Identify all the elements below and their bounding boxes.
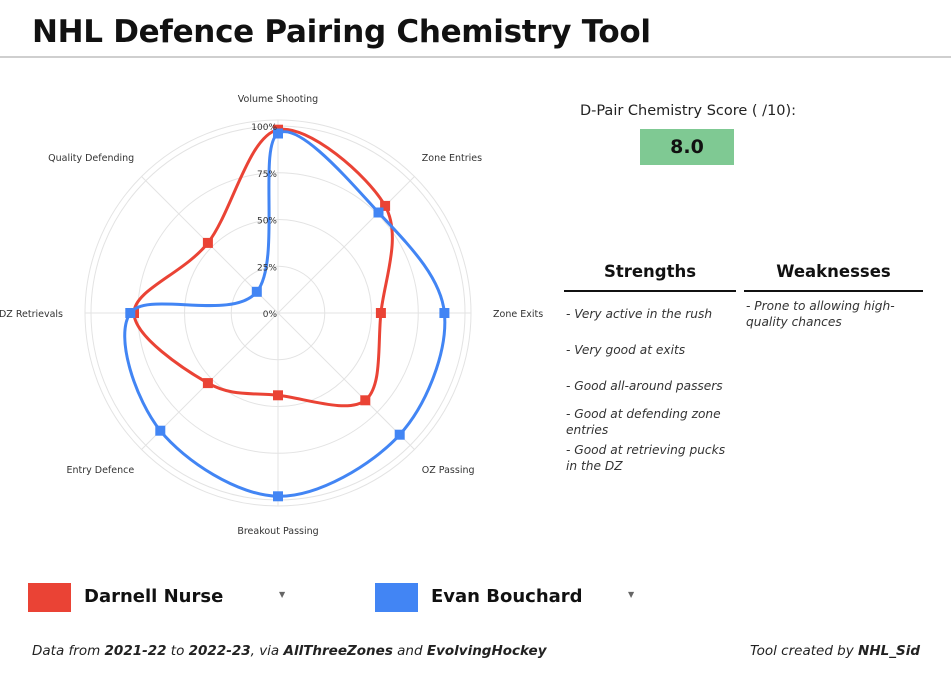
data-point-series-2 [251,286,262,297]
data-point-series-2 [394,429,405,440]
axis-label: Entry Defence [66,465,134,476]
strength-item: - Good all-around passers [566,379,723,393]
creator-name: NHL_Sid [858,643,920,659]
legend-swatch-player-2 [375,583,418,612]
axis-label: Quality Defending [48,153,134,164]
data-point-series-2 [439,308,450,318]
source-evolvinghockey: EvolvingHockey [426,643,547,659]
axis-label: OZ Passing [422,465,475,476]
strength-item: - Very active in the rush [566,307,713,321]
data-point-series-1 [375,308,386,318]
weaknesses-heading: Weaknesses [744,262,923,292]
axis-label: Zone Entries [422,153,482,164]
player-2-dropdown-caret-icon[interactable]: ▼ [628,590,635,599]
strengths-heading: Strengths [564,262,736,292]
axis-label: Volume Shooting [238,94,318,105]
source-allthreezones: AllThreeZones [283,643,393,659]
axis-label: Breakout Passing [237,526,318,537]
data-point-series-2 [155,425,166,436]
radar-spoke [277,176,415,314]
axis-label: Zone Exits [493,309,543,320]
chemistry-score-label: D-Pair Chemistry Score ( /10): [579,103,797,119]
radial-tick-label: 0% [263,310,278,320]
data-point-series-1 [380,200,391,211]
legend-swatch-player-1 [28,583,71,612]
radial-tick-label: 100% [251,123,277,133]
data-point-series-2 [373,207,384,218]
data-point-series-2 [125,308,136,318]
chemistry-score-value: 8.0 [640,129,734,165]
player-1-dropdown-caret-icon[interactable]: ▼ [279,590,286,599]
title-divider [0,56,951,58]
radial-tick-label: 75% [257,170,277,180]
season-end: 2022-23 [188,643,251,659]
axis-label: DZ Retrievals [0,309,63,320]
series-line-2 [123,130,447,498]
season-start: 2021-22 [104,643,167,659]
player-1-name[interactable]: Darnell Nurse [84,586,224,607]
player-2-name[interactable]: Evan Bouchard [431,586,583,607]
radar-chart: 0% 25% 50% 75% 100% Volume Shooting Zone Entri… [0,94,543,537]
strength-item: - Good at defending zone entries [566,407,721,437]
data-point-series-2 [273,128,283,139]
strength-item: - Very good at exits [566,343,686,357]
data-point-series-1 [202,378,213,389]
radar-spoke [277,312,415,450]
strength-item: - Good at retrieving pucks in the DZ [566,443,726,473]
page-title: NHL Defence Pairing Chemistry Tool [32,14,651,50]
radial-tick-label: 50% [257,217,277,227]
data-point-series-1 [202,237,213,248]
data-source-footer: Data from 2021-22 to 2022-23, via AllThr… [32,643,547,659]
radial-tick-label: 25% [257,263,277,273]
creator-credit: Tool created by NHL_Sid [750,643,920,659]
weakness-item: - Prone to allowing high-quality chances [746,299,895,329]
data-point-series-2 [273,491,283,502]
data-point-series-1 [360,395,371,406]
data-point-series-1 [273,390,283,401]
